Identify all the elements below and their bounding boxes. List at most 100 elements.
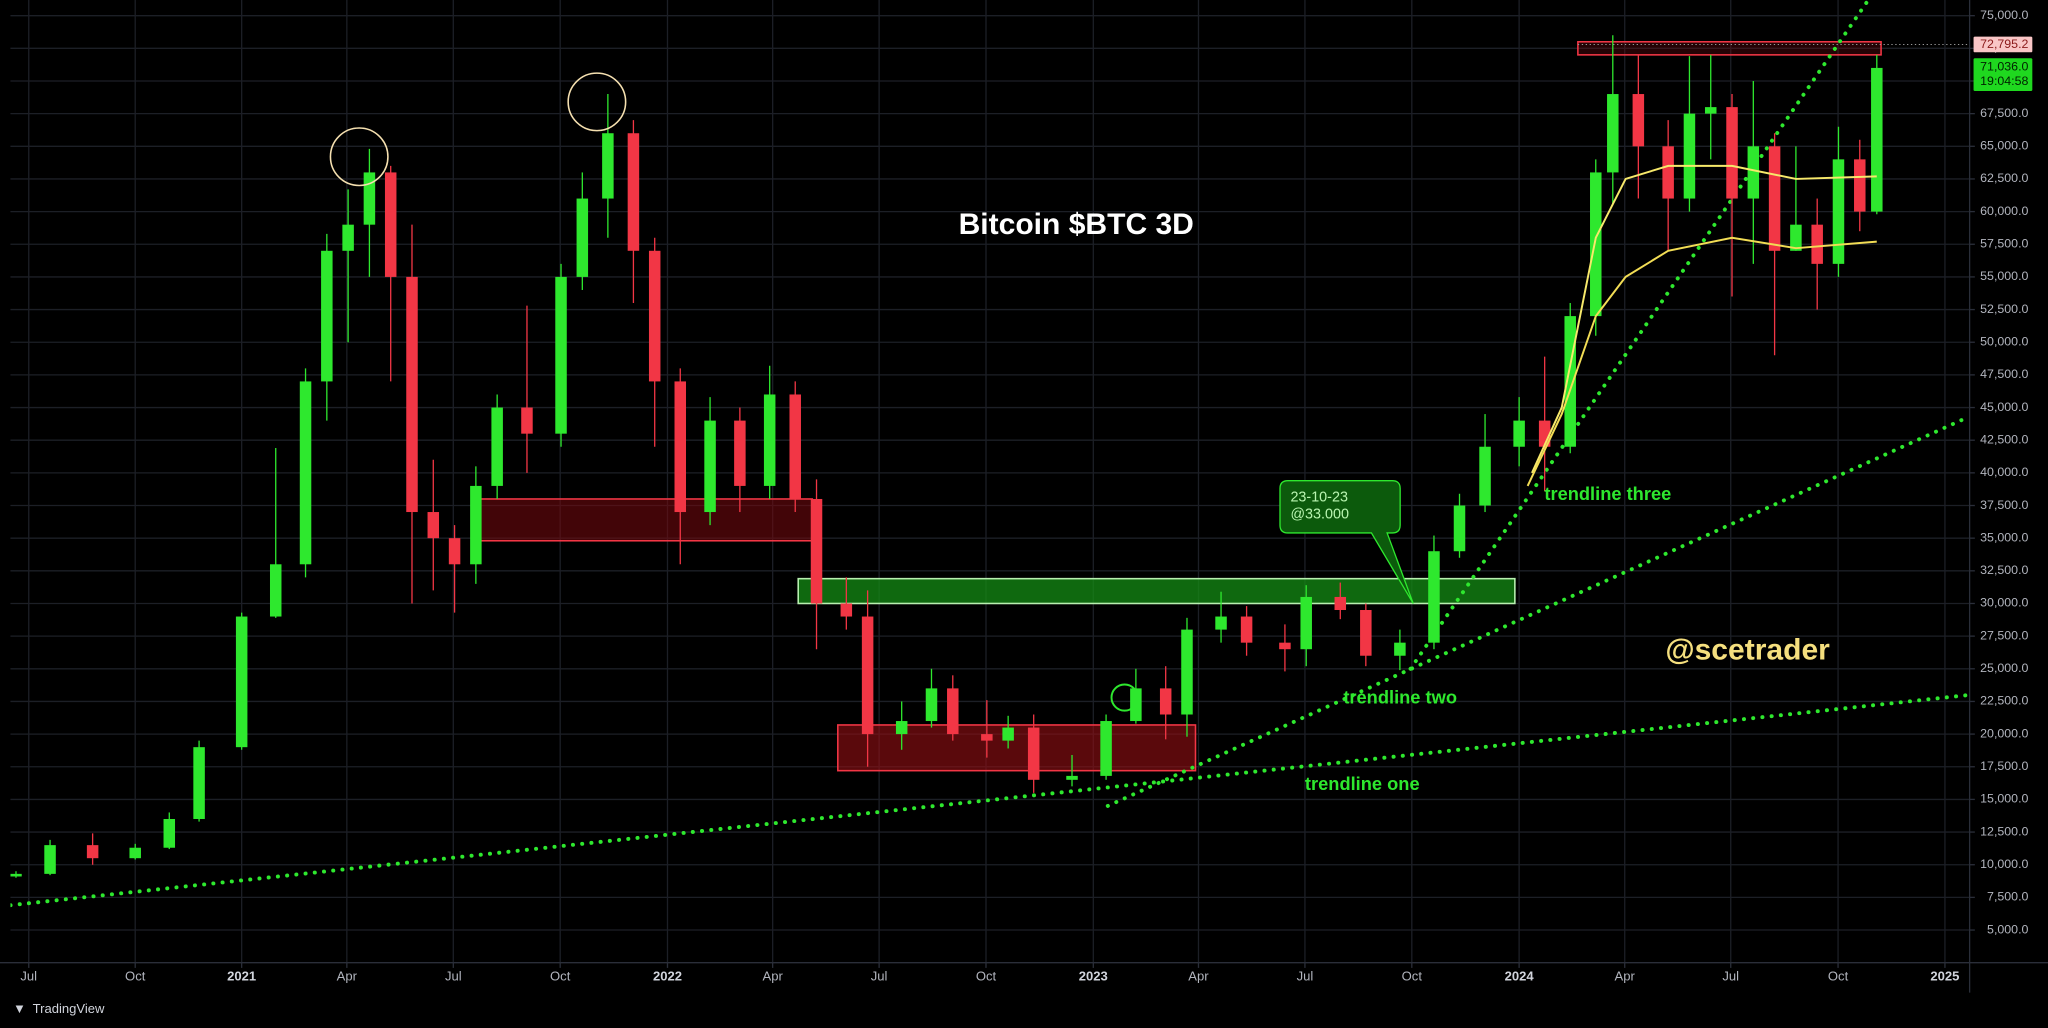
candle-body bbox=[1240, 616, 1253, 643]
chart-title: Bitcoin $BTC 3D bbox=[959, 208, 1194, 241]
y-tick-label: 60,000.0 bbox=[1980, 204, 2028, 218]
candle-body bbox=[1790, 224, 1802, 251]
price-zone bbox=[473, 498, 814, 542]
x-tick-label: 2024 bbox=[1505, 969, 1535, 984]
candle-body bbox=[1662, 146, 1674, 199]
x-tick-label: 2025 bbox=[1930, 969, 1959, 984]
candle-body bbox=[1683, 113, 1696, 199]
candle-body bbox=[1453, 505, 1466, 552]
x-tick-label: Jul bbox=[20, 969, 37, 984]
candle-body bbox=[1590, 172, 1602, 317]
x-tick-label: 2021 bbox=[227, 969, 256, 984]
candle-body bbox=[704, 420, 716, 513]
y-tick-label: 15,000.0 bbox=[1980, 792, 2028, 806]
y-tick-label: 7,500.0 bbox=[1987, 890, 2028, 904]
candle-body bbox=[1159, 688, 1172, 715]
candle-body bbox=[1538, 420, 1551, 447]
y-tick-label: 30,000.0 bbox=[1980, 596, 2028, 610]
candle-body bbox=[576, 198, 589, 277]
y-tick-label: 65,000.0 bbox=[1980, 139, 2028, 153]
candle-body bbox=[470, 485, 482, 565]
price-zone bbox=[837, 724, 1197, 772]
highlight-circle bbox=[329, 127, 389, 187]
candle-body bbox=[193, 747, 205, 820]
y-tick-label: 5,000.0 bbox=[1987, 922, 2028, 936]
y-tick-label: 67,500.0 bbox=[1980, 106, 2028, 120]
candle-body bbox=[1871, 67, 1883, 212]
candle-body bbox=[1704, 107, 1717, 114]
candle-body bbox=[384, 172, 397, 277]
candle-body bbox=[1428, 551, 1440, 643]
x-tick-label: Oct bbox=[550, 969, 571, 984]
y-tick-label: 22,500.0 bbox=[1980, 694, 2028, 708]
last-price-label: 71,036.0 bbox=[1980, 60, 2028, 74]
x-tick-label: 2023 bbox=[1079, 969, 1108, 984]
logo-mark: ▼ bbox=[13, 1001, 26, 1016]
candle-body bbox=[840, 603, 853, 617]
x-tick-label: Oct bbox=[1402, 969, 1423, 984]
highlight-circle bbox=[1110, 683, 1139, 712]
candle-body bbox=[235, 616, 248, 748]
y-tick-label: 27,500.0 bbox=[1980, 628, 2028, 642]
candle-body bbox=[555, 276, 567, 434]
y-tick-label: 62,500.0 bbox=[1980, 171, 2028, 185]
moving-average bbox=[1531, 164, 1877, 474]
alert-price-label: 72,795.2 bbox=[1980, 37, 2028, 51]
footer-bar bbox=[0, 992, 2048, 1028]
candle-body bbox=[925, 688, 938, 722]
x-tick-label: Apr bbox=[337, 969, 358, 984]
candle-body bbox=[1066, 775, 1078, 780]
y-tick-label: 40,000.0 bbox=[1980, 465, 2028, 479]
candle-body bbox=[1215, 616, 1227, 630]
candle-body bbox=[1632, 94, 1645, 147]
candle-body bbox=[321, 250, 333, 382]
candle-body bbox=[810, 498, 823, 604]
candle-body bbox=[363, 172, 376, 225]
y-tick-label: 50,000.0 bbox=[1980, 335, 2028, 349]
candle-body bbox=[1479, 446, 1491, 506]
last-price-box bbox=[1973, 58, 2033, 91]
candle-body bbox=[947, 688, 959, 735]
y-tick-label: 52,500.0 bbox=[1980, 302, 2028, 316]
candle-body bbox=[269, 564, 282, 617]
candle-body bbox=[789, 394, 801, 499]
x-tick-label: Oct bbox=[976, 969, 997, 984]
trendline-label: trendline two bbox=[1343, 687, 1457, 708]
candle-body bbox=[981, 734, 993, 741]
candle-body bbox=[1181, 629, 1193, 715]
candle-body bbox=[1854, 159, 1866, 212]
callout-price: @33.000 bbox=[1290, 506, 1349, 522]
trendline bbox=[1408, 0, 1871, 671]
price-zone bbox=[1577, 41, 1882, 56]
candle-body bbox=[342, 224, 354, 251]
callout-box bbox=[1279, 480, 1414, 604]
candle-body bbox=[1768, 146, 1781, 251]
candle-body bbox=[448, 538, 461, 565]
y-tick-label: 10,000.0 bbox=[1980, 857, 2028, 871]
x-tick-label: Oct bbox=[1828, 969, 1849, 984]
y-tick-label: 35,000.0 bbox=[1980, 530, 2028, 544]
candle-body bbox=[1300, 596, 1312, 650]
y-tick-label: 57,500.0 bbox=[1980, 237, 2028, 251]
x-tick-label: Apr bbox=[1615, 969, 1636, 984]
candle-body bbox=[163, 819, 176, 848]
candle-body bbox=[734, 420, 746, 486]
candle-body bbox=[1607, 94, 1619, 173]
x-tick-label: Jul bbox=[445, 969, 462, 984]
y-tick-label: 45,000.0 bbox=[1980, 400, 2028, 414]
candle-body bbox=[10, 873, 22, 877]
axes: 5,000.0 7,500.0 10,000.0 12,500.0 15,000.0 17… bbox=[20, 8, 2033, 984]
candle-body bbox=[1334, 596, 1347, 611]
candle-body bbox=[1394, 642, 1406, 656]
x-tick-label: Jul bbox=[1297, 969, 1314, 984]
highlight-circle bbox=[567, 72, 627, 132]
y-tick-label: 55,000.0 bbox=[1980, 269, 2028, 283]
candle-body bbox=[648, 250, 661, 382]
candle-body bbox=[1513, 420, 1525, 447]
y-tick-label: 20,000.0 bbox=[1980, 726, 2028, 740]
candle-body bbox=[1360, 610, 1372, 656]
footer-brand[interactable]: TradingView bbox=[33, 1001, 105, 1016]
x-tick-label: Apr bbox=[763, 969, 784, 984]
trendline-label: trendline one bbox=[1305, 773, 1420, 794]
x-tick-label: Jul bbox=[871, 969, 888, 984]
